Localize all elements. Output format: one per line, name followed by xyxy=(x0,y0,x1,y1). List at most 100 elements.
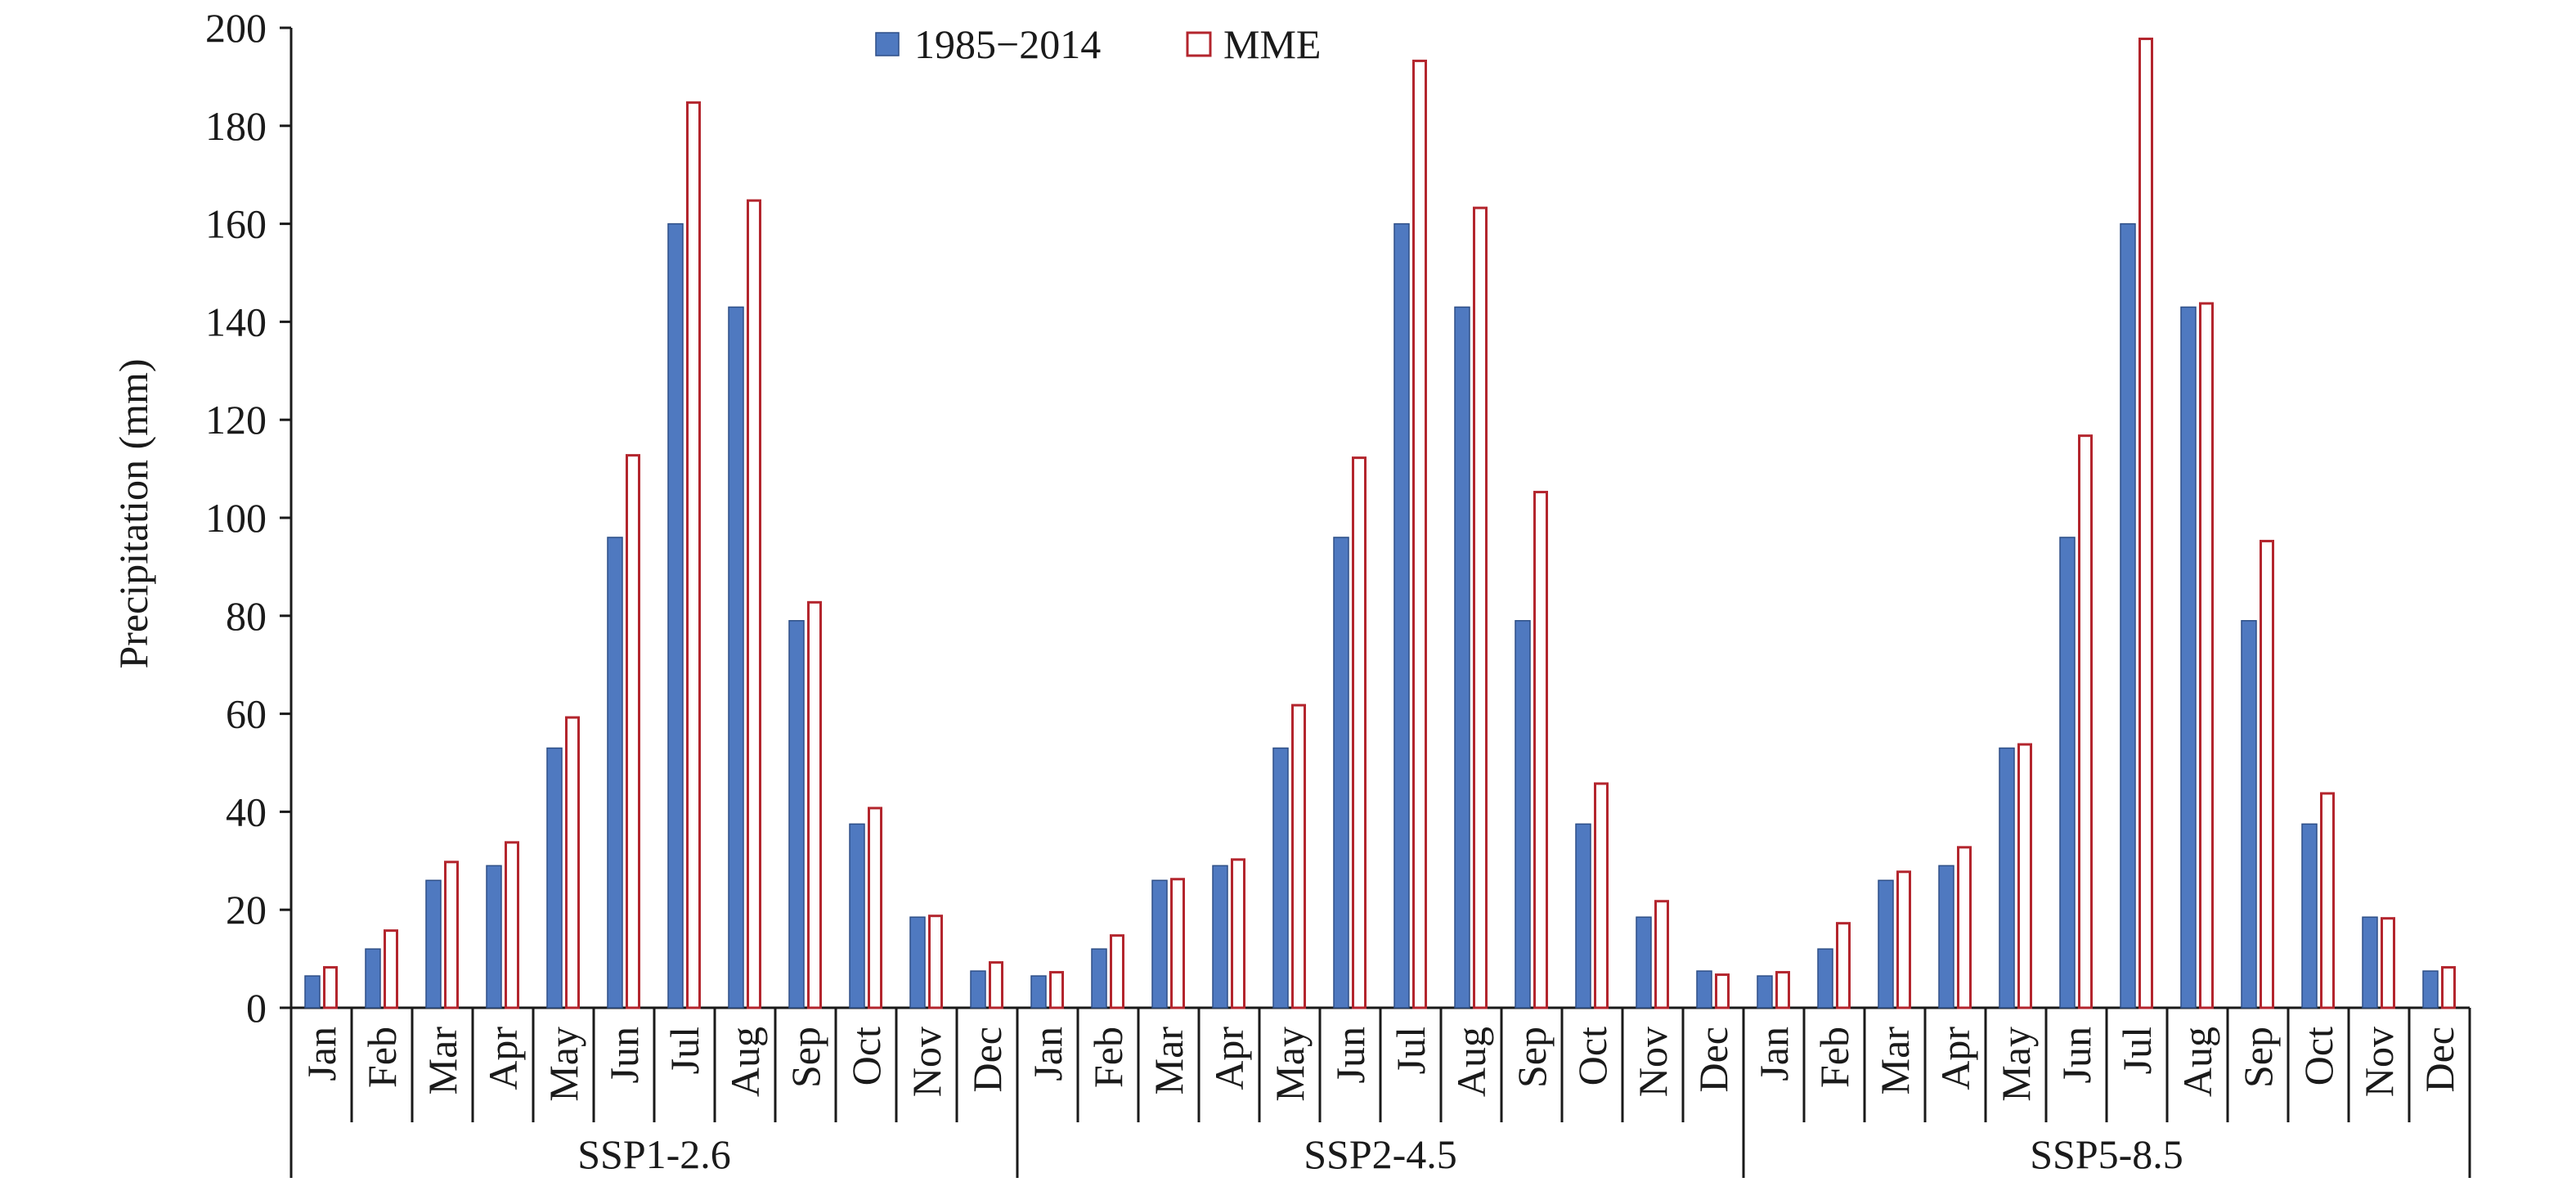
month-label: May xyxy=(1267,1027,1313,1102)
month-label: Jun xyxy=(1327,1027,1373,1083)
axes xyxy=(280,26,2471,1178)
bar-baseline-SSP1-2.6-Jun xyxy=(607,537,623,1009)
bar-mme-SSP2-4.5-Mar xyxy=(1170,878,1185,1009)
y-tick-label: 200 xyxy=(205,5,267,51)
y-tick-label: 60 xyxy=(226,691,267,737)
month-label: Aug xyxy=(722,1027,768,1097)
bar-baseline-SSP2-4.5-Sep xyxy=(1515,620,1531,1009)
bar-baseline-SSP2-4.5-Oct xyxy=(1575,823,1591,1009)
month-label: Dec xyxy=(2417,1027,2462,1093)
month-label: Feb xyxy=(359,1027,405,1088)
y-axis-label: Precipitation (mm) xyxy=(110,358,156,668)
bar-mme-SSP5-8.5-Apr xyxy=(1957,846,1972,1009)
bar-baseline-SSP2-4.5-Nov xyxy=(1636,916,1652,1009)
bar-baseline-SSP2-4.5-Jun xyxy=(1333,537,1349,1009)
legend: 1985−2014 MME xyxy=(875,21,1321,67)
bar-baseline-SSP1-2.6-Oct xyxy=(849,823,865,1009)
y-tick-label: 100 xyxy=(205,495,267,541)
bar-mme-SSP5-8.5-Oct xyxy=(2320,792,2335,1009)
bar-mme-SSP2-4.5-May xyxy=(1291,703,1306,1009)
bar-baseline-SSP5-8.5-Dec xyxy=(2422,970,2439,1009)
bar-mme-SSP1-2.6-Aug xyxy=(747,199,761,1009)
bar-baseline-SSP1-2.6-Dec xyxy=(970,970,986,1009)
bar-mme-SSP1-2.6-Sep xyxy=(807,600,822,1009)
month-label: May xyxy=(541,1027,586,1102)
month-label: Jul xyxy=(1388,1027,1434,1074)
group-label: SSP1-2.6 xyxy=(577,1131,731,1177)
bar-mme-SSP1-2.6-Jan xyxy=(323,966,338,1009)
bar-baseline-SSP5-8.5-Apr xyxy=(1938,865,1954,1009)
bar-baseline-SSP5-8.5-May xyxy=(1999,747,2015,1009)
bar-mme-SSP2-4.5-Sep xyxy=(1533,491,1548,1009)
month-label: Sep xyxy=(2235,1027,2281,1088)
month-label: Jan xyxy=(1025,1027,1070,1081)
month-label: Feb xyxy=(1811,1027,1857,1088)
month-label: Aug xyxy=(1448,1027,1494,1097)
bar-baseline-SSP5-8.5-Jan xyxy=(1757,975,1773,1009)
y-tick-label: 0 xyxy=(246,985,267,1031)
bar-baseline-SSP2-4.5-Mar xyxy=(1151,879,1168,1009)
bars xyxy=(304,37,2456,1009)
legend-swatch-baseline xyxy=(875,32,900,56)
month-label: Nov xyxy=(2356,1027,2402,1097)
y-tick-label: 140 xyxy=(205,299,267,344)
bar-mme-SSP1-2.6-Oct xyxy=(868,807,882,1009)
bar-baseline-SSP2-4.5-Dec xyxy=(1696,970,1712,1009)
month-label: Nov xyxy=(904,1027,949,1097)
bar-mme-SSP2-4.5-Oct xyxy=(1594,782,1609,1009)
bar-mme-SSP2-4.5-Jun xyxy=(1352,456,1367,1009)
month-label: May xyxy=(1993,1027,2039,1102)
month-label: Jun xyxy=(601,1027,647,1083)
bar-mme-SSP5-8.5-Jan xyxy=(1775,971,1790,1009)
bar-mme-SSP1-2.6-Mar xyxy=(444,861,459,1009)
month-label: Sep xyxy=(783,1027,828,1088)
bar-mme-SSP5-8.5-Aug xyxy=(2199,302,2214,1009)
month-label: Aug xyxy=(2174,1027,2220,1097)
bar-mme-SSP5-8.5-Feb xyxy=(1836,922,1851,1009)
bar-mme-SSP2-4.5-Dec xyxy=(1715,973,1730,1009)
month-label: Nov xyxy=(1630,1027,1676,1097)
legend-swatch-mme xyxy=(1186,31,1212,57)
month-label: Dec xyxy=(1690,1027,1736,1093)
month-label: Dec xyxy=(964,1027,1010,1093)
y-tick-label: 180 xyxy=(205,103,267,149)
y-tick-label: 80 xyxy=(226,593,267,639)
bar-mme-SSP1-2.6-Jun xyxy=(626,454,640,1009)
bar-mme-SSP1-2.6-Feb xyxy=(384,929,398,1009)
month-label: Sep xyxy=(1509,1027,1555,1088)
month-label: Jul xyxy=(2114,1027,2160,1074)
bar-baseline-SSP5-8.5-Oct xyxy=(2301,823,2318,1009)
bar-baseline-SSP5-8.5-Aug xyxy=(2180,306,2197,1009)
bar-mme-SSP1-2.6-Dec xyxy=(989,961,1003,1009)
y-tick-label: 120 xyxy=(205,397,267,443)
month-label: Apr xyxy=(1206,1027,1252,1090)
bar-mme-SSP5-8.5-Jun xyxy=(2078,434,2093,1009)
month-label: Jul xyxy=(662,1027,707,1074)
bar-baseline-SSP2-4.5-Jan xyxy=(1030,975,1047,1009)
bar-baseline-SSP5-8.5-Mar xyxy=(1878,879,1894,1009)
month-label: Mar xyxy=(1872,1027,1918,1095)
bar-baseline-SSP1-2.6-Aug xyxy=(728,306,744,1009)
bar-mme-SSP2-4.5-Jul xyxy=(1412,59,1427,1009)
month-label: Jan xyxy=(1751,1027,1797,1081)
bar-baseline-SSP2-4.5-May xyxy=(1272,747,1289,1009)
bar-baseline-SSP5-8.5-Feb xyxy=(1817,948,1833,1009)
bar-baseline-SSP5-8.5-Sep xyxy=(2241,620,2257,1009)
y-tick-label: 160 xyxy=(205,201,267,247)
month-label: Oct xyxy=(843,1027,889,1085)
bar-baseline-SSP2-4.5-Jul xyxy=(1393,222,1410,1009)
bar-mme-SSP2-4.5-Nov xyxy=(1654,900,1669,1009)
bar-mme-SSP1-2.6-Nov xyxy=(928,915,943,1009)
bar-baseline-SSP1-2.6-Nov xyxy=(909,916,926,1009)
bar-baseline-SSP5-8.5-Nov xyxy=(2362,916,2378,1009)
bar-mme-SSP2-4.5-Jan xyxy=(1049,971,1064,1009)
bar-mme-SSP1-2.6-May xyxy=(565,716,580,1009)
bar-baseline-SSP1-2.6-Sep xyxy=(788,620,805,1009)
bar-baseline-SSP1-2.6-Feb xyxy=(365,948,381,1009)
legend-label-baseline: 1985−2014 xyxy=(914,21,1101,67)
bar-mme-SSP5-8.5-Sep xyxy=(2260,539,2274,1009)
bar-baseline-SSP2-4.5-Feb xyxy=(1091,948,1107,1009)
bar-mme-SSP5-8.5-May xyxy=(2017,743,2032,1009)
axis-labels: 0 20 40 60 80 100 120 140 160 180 200 Jan Feb Mar Apr M… xyxy=(205,5,2462,1177)
